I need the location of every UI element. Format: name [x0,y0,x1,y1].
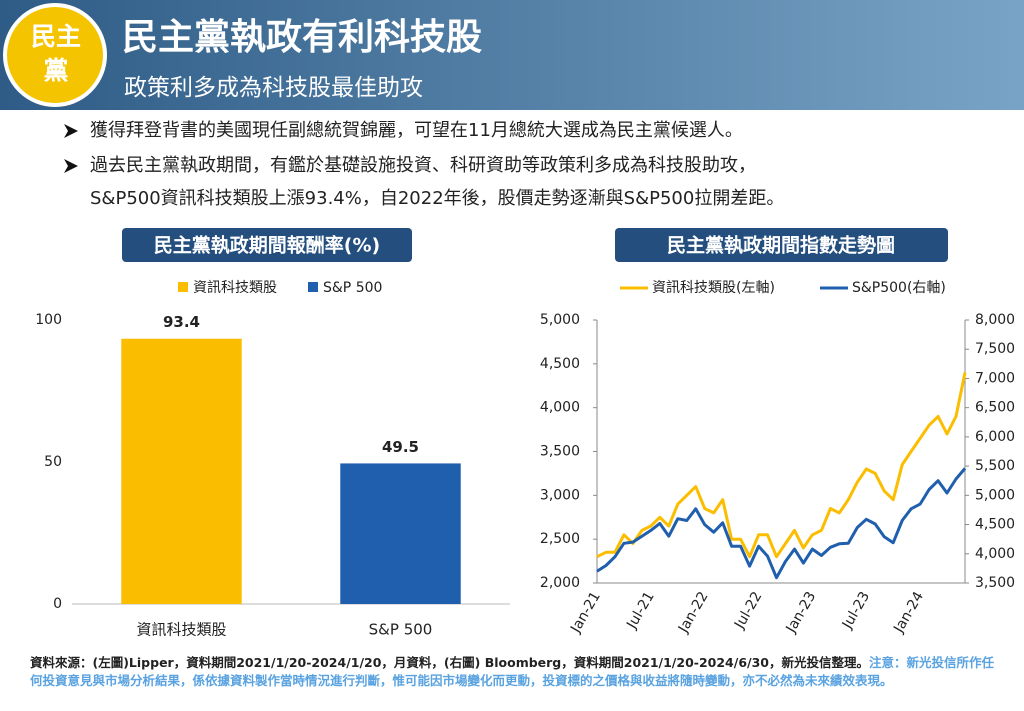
x-tick-label: Jul-21 [624,589,658,632]
y2-tick-label: 5,500 [975,458,1015,474]
bar [121,338,242,604]
bullet-arrow [64,159,78,173]
bar [340,463,461,604]
footnote: 資料來源：(左圖)Lipper，資料期間2021/1/20-2024/1/20，… [30,654,995,690]
y2-tick-label: 3,500 [975,575,1015,591]
line-series [596,372,967,559]
x-tick-label: Jan-23 [783,589,820,636]
chart-title-box [122,228,412,262]
header-band [0,0,1024,110]
y-tick-label: 5,000 [540,312,580,328]
y2-tick-label: 7,500 [975,341,1015,357]
badge [3,3,107,107]
y2-tick-label: 4,500 [975,517,1015,533]
y2-tick-label: 4,000 [975,546,1015,562]
y2-tick-label: 6,500 [975,400,1015,416]
bullet-text: 獲得拜登背書的美國現任副總統賀錦麗，可望在11月總統大選成為民主黨候選人。 [90,120,743,141]
x-tick-label: 資訊科技類股 [136,621,226,639]
page-subtitle: 政策利多成為科技股最佳助攻 [124,75,423,101]
y-tick-label: 0 [53,596,62,612]
legend-label: 資訊科技類股(左軸) [652,280,775,296]
y2-tick-label: 6,000 [975,429,1015,445]
y2-tick-label: 5,000 [975,487,1015,503]
line-series [596,467,967,580]
x-tick-label: Jan-22 [675,589,712,636]
bullet-text: 過去民主黨執政期間，有鑑於基礎設施投資、科研資助等政策利多成為科技股助攻， [90,155,756,176]
page-title: 民主黨執政有利科技股 [122,17,483,58]
legend-swatch [308,282,318,292]
legend-label: S&P500(右軸) [852,280,946,296]
y2-tick-label: 8,000 [975,312,1015,328]
x-tick-label: Jul-22 [731,589,765,632]
y-tick-label: 3,500 [540,444,580,460]
y-tick-label: 4,000 [540,400,580,416]
y-tick-label: 4,500 [540,356,580,372]
value-label: 93.4 [163,313,200,331]
legend-label: S&P 500 [323,280,382,296]
source: 資料來源：(左圖)Lipper，資料期間2021/1/20-2024/1/20，… [30,655,869,670]
badge-text: 民主黨 [30,22,81,85]
y-tick-label: 2,000 [540,575,580,591]
x-tick-label: Jan-24 [890,589,927,636]
chart-title: 民主黨執政期間指數走勢圖 [667,234,895,257]
x-tick-label: Jan-21 [567,589,604,636]
disclaimer: 注意：新光投信所作任何投資意見與市場分析結果，係依據資料製作當時情況進行判斷，惟… [30,655,994,688]
bullet-arrow [64,124,78,138]
bullet-text: S&P500資訊科技類股上漲93.4%，自2022年後，股價走勢逐漸與S&P50… [90,188,784,209]
chart-title-box [615,228,948,262]
y-tick-label: 2,500 [540,531,580,547]
y-tick-label: 100 [35,312,62,328]
legend-swatch [178,282,188,292]
x-tick-label: S&P 500 [369,621,433,639]
chart-title: 民主黨執政期間報酬率(%) [154,234,380,257]
value-label: 49.5 [382,438,419,456]
legend-label: 資訊科技類股 [193,280,277,296]
y2-tick-label: 7,000 [975,370,1015,386]
y-tick-label: 50 [44,454,62,470]
y-tick-label: 3,000 [540,487,580,503]
x-tick-label: Jul-23 [839,589,873,632]
